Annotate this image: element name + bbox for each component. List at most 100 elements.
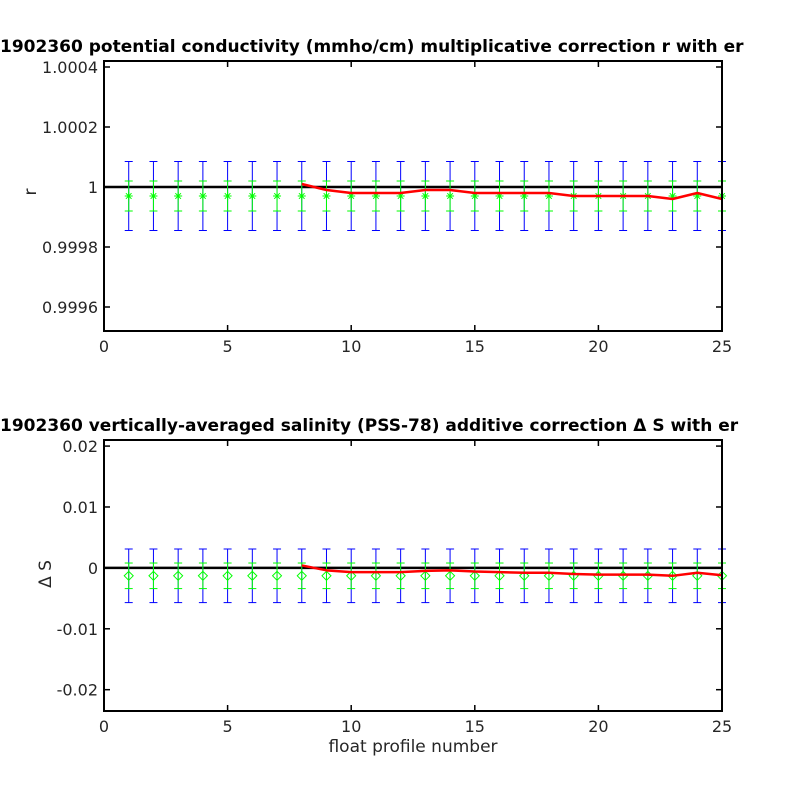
- conductivity-correction-panel: 1902360 potential conductivity (mmho/cm)…: [0, 37, 744, 356]
- y-axis-label: Δ S: [36, 560, 56, 588]
- x-tick-label: 20: [588, 717, 608, 736]
- asterisk-marker: [248, 192, 257, 200]
- data-point: [543, 548, 555, 604]
- diamond-marker: [321, 570, 332, 582]
- axes-frame: [103, 439, 723, 712]
- plot-area: 0 5 10 15 20 25 0.9996 0.9998 1 1.0002 1.0004: [42, 58, 732, 356]
- data-point: [174, 161, 183, 231]
- diamond-marker: [172, 570, 184, 582]
- asterisk-marker: [223, 192, 232, 200]
- data-point: [172, 548, 184, 604]
- marker-stroke: [446, 192, 454, 200]
- diamond-marker: [247, 570, 258, 582]
- data-point: [198, 161, 207, 231]
- diamond-marker: [197, 570, 209, 582]
- marker-stroke: [224, 192, 231, 200]
- correction-curve: [301, 564, 723, 578]
- diamond-marker: [123, 570, 134, 582]
- asterisk-marker: [124, 192, 133, 200]
- salinity-correction-panel: 1902360 vertically-averaged salinity (PS…: [0, 416, 739, 757]
- diamond-marker: [345, 570, 357, 582]
- data-point: [296, 548, 307, 604]
- asterisk-marker: [273, 192, 282, 200]
- y-tick-label: 0.9998: [42, 238, 98, 257]
- diamond-marker: [148, 570, 159, 582]
- x-tick-label: 10: [341, 337, 361, 356]
- data-point: [248, 161, 257, 231]
- y-tick-label: 1: [88, 178, 98, 197]
- data-point: [446, 161, 455, 231]
- marker-stroke: [175, 192, 182, 200]
- data-point: [444, 548, 456, 604]
- data-point: [470, 161, 479, 231]
- x-tick-label: 25: [712, 717, 732, 736]
- diamond-marker: [469, 570, 481, 582]
- diamond-marker: [222, 570, 233, 582]
- y-tick-label: -0.02: [57, 681, 98, 700]
- data-point: [123, 548, 134, 604]
- data-point: [495, 161, 504, 231]
- data-point: [469, 548, 481, 604]
- asterisk-marker: [174, 192, 183, 200]
- asterisk-marker: [149, 192, 158, 200]
- y-tick-label: 1.0004: [42, 58, 98, 77]
- marker-stroke: [422, 192, 429, 200]
- y-tick-label: 0.01: [62, 498, 98, 517]
- y-tick-label: 0.02: [62, 437, 98, 456]
- asterisk-marker: [297, 192, 306, 200]
- axes-frame: [103, 60, 723, 332]
- chart-title: 1902360 potential conductivity (mmho/cm)…: [0, 37, 744, 57]
- data-point: [321, 548, 332, 604]
- diamond-marker: [444, 570, 456, 582]
- marker-stroke: [150, 192, 157, 200]
- data-point: [148, 548, 159, 604]
- y-axis-label: r: [21, 189, 41, 196]
- y-tick-label: 0.9996: [42, 298, 98, 317]
- x-axis-label: float profile number: [328, 737, 497, 757]
- data-point: [247, 548, 258, 604]
- data-point: [519, 548, 530, 604]
- chart-title: 1902360 vertically-averaged salinity (PS…: [0, 416, 739, 436]
- plot-area: 0 5 10 15 20 25 -0.02 -0.01 0 0.01 0.02: [57, 437, 733, 736]
- y-tick-label: 0: [88, 559, 98, 578]
- data-point: [494, 548, 505, 604]
- diamond-marker: [395, 570, 406, 582]
- x-tick-label: 20: [588, 337, 608, 356]
- data-point: [668, 161, 677, 231]
- data-point: [420, 548, 431, 604]
- x-tick-label: 5: [223, 337, 233, 356]
- asterisk-marker: [421, 192, 430, 200]
- data-point: [223, 161, 232, 231]
- x-tick-label: 15: [465, 717, 485, 736]
- x-tick-label: 25: [712, 337, 732, 356]
- y-tick-label: 1.0002: [42, 118, 98, 137]
- data-point: [345, 548, 357, 604]
- x-tick-label: 15: [465, 337, 485, 356]
- diamond-marker: [271, 570, 283, 582]
- marker-stroke: [125, 192, 132, 200]
- data-point: [222, 548, 233, 604]
- marker-stroke: [298, 192, 305, 200]
- diamond-marker: [519, 570, 530, 582]
- diamond-marker: [420, 570, 431, 582]
- diamond-marker: [370, 570, 382, 582]
- data-point: [421, 161, 430, 231]
- data-point: [149, 161, 158, 231]
- data-point: [197, 548, 209, 604]
- data-point: [395, 548, 406, 604]
- y-tick-label: -0.01: [57, 620, 98, 639]
- data-point: [322, 161, 331, 231]
- data-point: [544, 161, 553, 231]
- correction-curve: [301, 182, 723, 201]
- marker-stroke: [273, 192, 281, 200]
- asterisk-marker: [322, 192, 331, 200]
- marker-stroke: [397, 192, 404, 200]
- marker-stroke: [249, 192, 256, 200]
- data-point: [124, 161, 133, 231]
- asterisk-marker: [198, 192, 207, 200]
- x-tick-label: 0: [99, 337, 109, 356]
- diamond-marker: [296, 570, 307, 582]
- data-point: [273, 161, 282, 231]
